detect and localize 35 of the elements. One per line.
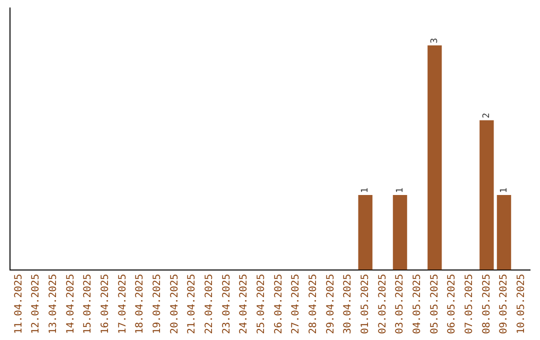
x-tick-label: 18.04.2025 <box>134 274 146 334</box>
x-tick-label: 30.04.2025 <box>342 274 354 334</box>
x-tick-label: 12.04.2025 <box>30 274 42 334</box>
data-label: 3 <box>430 38 440 44</box>
data-label: 1 <box>499 188 510 193</box>
x-tick-label: 03.05.2025 <box>394 274 406 334</box>
data-label: 1 <box>360 188 371 193</box>
x-tick-label: 16.04.2025 <box>100 274 111 334</box>
x-tick-label: 04.05.2025 <box>412 274 423 334</box>
x-tick-label: 19.04.2025 <box>152 274 163 334</box>
x-tick-label: 01.05.2025 <box>360 274 371 334</box>
x-tick-label: 28.04.2025 <box>308 274 319 334</box>
x-tick-label: 15.04.2025 <box>82 274 94 334</box>
x-tick-label: 26.04.2025 <box>273 274 284 334</box>
data-label: 1 <box>395 188 406 193</box>
x-tick-label: 14.04.2025 <box>65 274 76 334</box>
x-tick-label: 29.04.2025 <box>325 274 336 334</box>
x-tick-label: 11.04.2025 <box>13 274 24 334</box>
x-tick-label: 21.04.2025 <box>186 274 198 334</box>
x-tick-label: 13.04.2025 <box>48 274 59 334</box>
x-tick-label: 22.04.2025 <box>204 274 215 334</box>
x-tick-label: 25.04.2025 <box>256 274 267 334</box>
x-tick-label: 17.04.2025 <box>117 274 128 334</box>
x-tick-label: 09.05.2025 <box>498 274 510 334</box>
x-tick-label: 27.04.2025 <box>290 274 302 334</box>
x-tick-label: 08.05.2025 <box>481 274 492 334</box>
x-tick-label: 07.05.2025 <box>464 274 475 334</box>
x-tick-label: 23.04.2025 <box>221 274 232 334</box>
x-tick-label: 10.05.2025 <box>516 274 527 334</box>
x-tick-label: 24.04.2025 <box>238 274 250 334</box>
x-tick-label: 02.05.2025 <box>377 274 388 334</box>
x-tick-label: 06.05.2025 <box>446 274 458 334</box>
data-label: 2 <box>482 112 492 118</box>
x-tick-label: 20.04.2025 <box>169 274 180 334</box>
x-tick-label: 05.05.2025 <box>429 274 440 334</box>
